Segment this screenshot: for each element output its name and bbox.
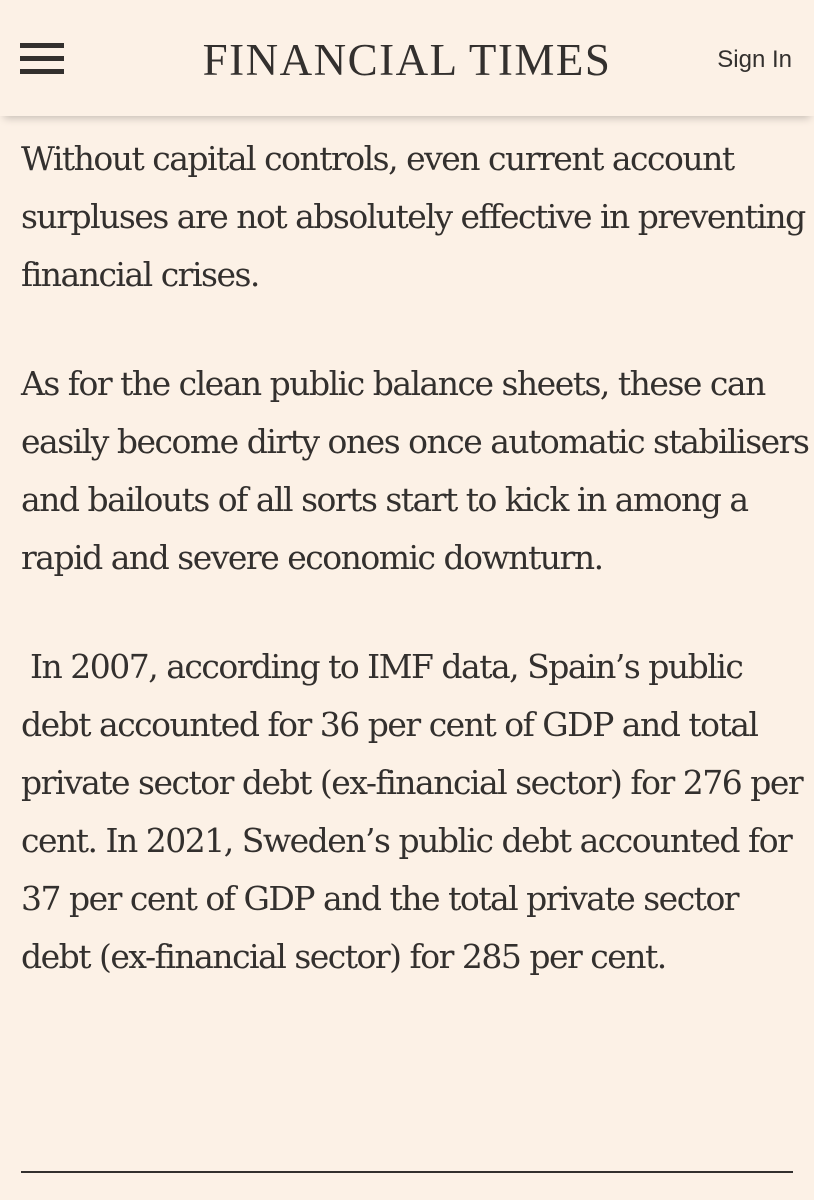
article-paragraph: As for the clean public balance sheets, … xyxy=(21,364,810,577)
article-body: Without capital controls, even current a… xyxy=(21,130,811,986)
article-paragraph: Without capital controls, even current a… xyxy=(21,139,814,294)
sign-in-link[interactable]: Sign In xyxy=(717,46,792,73)
masthead-logo[interactable]: FINANCIAL TIMES xyxy=(202,35,612,85)
hamburger-menu-icon[interactable] xyxy=(20,41,64,77)
article-paragraph: In 2007, according to IMF data, Spain’s … xyxy=(21,647,812,976)
menu-bar-top xyxy=(20,43,64,48)
menu-bar-bottom xyxy=(20,69,64,74)
menu-bar-middle xyxy=(20,56,64,61)
section-divider xyxy=(21,1171,793,1173)
site-header: FINANCIAL TIMES Sign In xyxy=(0,0,814,116)
